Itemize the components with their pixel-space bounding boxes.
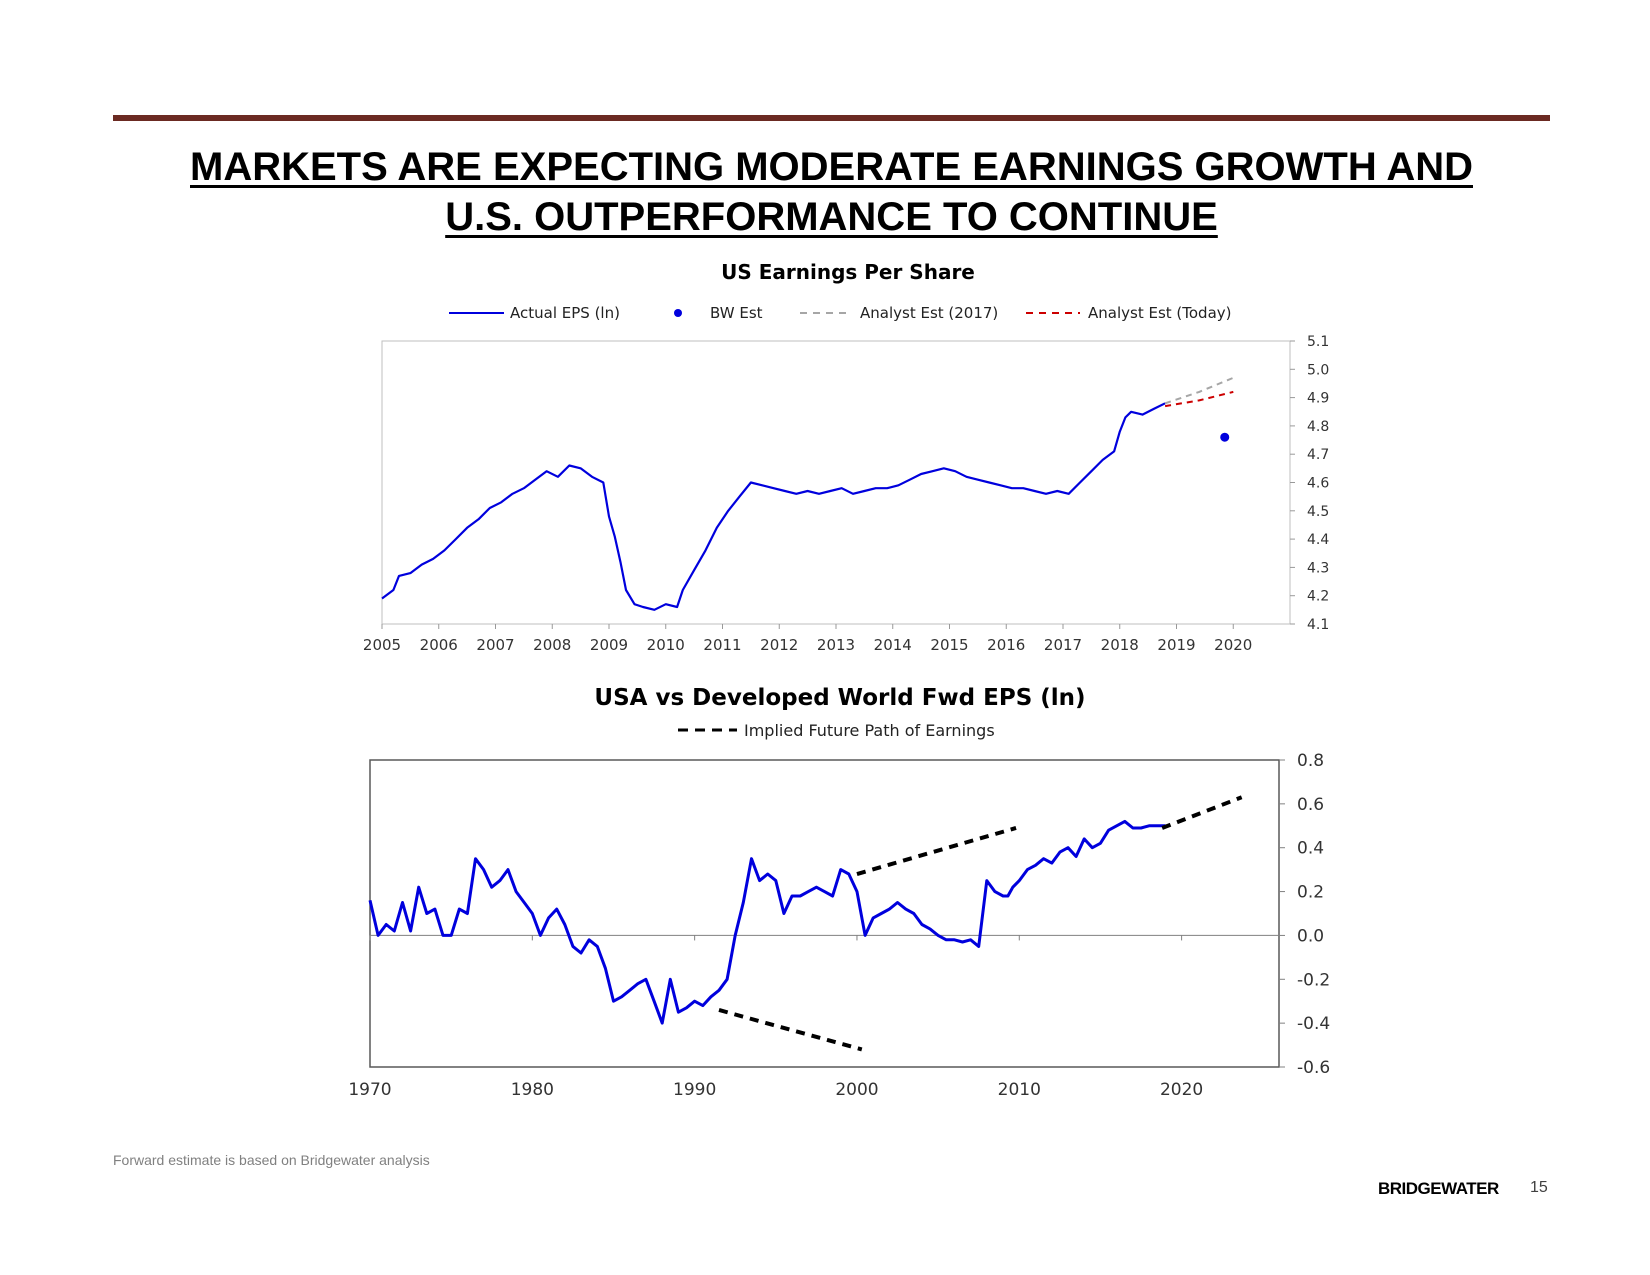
eps-y-tick-label: 4.8 <box>1307 419 1329 435</box>
legend-actual-label: Actual EPS (ln) <box>510 304 620 322</box>
relative-x-tick-label: 2000 <box>835 1080 878 1100</box>
eps-y-tick-label: 4.9 <box>1307 391 1329 407</box>
footnote: Forward estimate is based on Bridgewater… <box>113 1152 430 1168</box>
relative-x-tick-label: 1980 <box>511 1080 554 1100</box>
eps-y-tick-label: 4.2 <box>1307 589 1329 605</box>
relative-y-tick-label: -0.4 <box>1297 1014 1330 1034</box>
eps-x-tick-label: 2006 <box>420 636 458 654</box>
legend-bw-swatch <box>674 309 682 317</box>
page-title-line-2: U.S. OUTPERFORMANCE TO CONTINUE <box>445 195 1218 239</box>
relative-x-tick-label: 1990 <box>673 1080 716 1100</box>
eps-x-tick-label: 2012 <box>760 636 798 654</box>
relative-eps-legend: Implied Future Path of Earnings <box>678 721 995 740</box>
implied-future-path-segment <box>856 826 1017 876</box>
eps-x-tick-label: 2008 <box>533 636 571 654</box>
eps-x-tick-label: 2020 <box>1214 636 1252 654</box>
eps-y-tick-label: 4.3 <box>1307 560 1329 576</box>
eps-x-tick-label: 2007 <box>476 636 514 654</box>
eps-x-tick-label: 2009 <box>590 636 628 654</box>
eps-y-tick-label: 4.6 <box>1307 476 1329 492</box>
relative-y-tick-label: 0.4 <box>1297 839 1324 859</box>
bw-est-point <box>1220 432 1230 442</box>
eps-x-tick-label: 2018 <box>1101 636 1139 654</box>
eps-y-tick-label: 4.4 <box>1307 532 1329 548</box>
analyst-est-today-line <box>1164 390 1234 408</box>
legend-analysttoday-label: Analyst Est (Today) <box>1088 304 1232 322</box>
usa-vs-dev-world-line <box>368 819 1166 1025</box>
eps-x-tick-label: 2016 <box>987 636 1025 654</box>
eps-x-tick-label: 2013 <box>817 636 855 654</box>
relative-x-tick-label: 2020 <box>1160 1080 1203 1100</box>
eps-legend: Actual EPS (ln) BW Est Analyst Est (2017… <box>449 304 1232 322</box>
legend-bw-label: BW Est <box>710 304 763 322</box>
eps-x-tick-label: 2017 <box>1044 636 1082 654</box>
relative-y-tick-label: 0.2 <box>1297 883 1324 903</box>
analyst-est-2017-line <box>1164 376 1234 405</box>
relative-x-tick-label: 2010 <box>998 1080 1041 1100</box>
eps-x-tick-label: 2010 <box>647 636 685 654</box>
eps-x-tick-label: 2011 <box>703 636 741 654</box>
eps-x-tick-label: 2005 <box>363 636 401 654</box>
relative-y-tick-label: -0.2 <box>1297 970 1330 990</box>
implied-future-path-segment <box>1161 795 1243 830</box>
eps-y-tick-label: 5.1 <box>1307 334 1329 350</box>
eps-y-tick-label: 4.7 <box>1307 447 1329 463</box>
legend-implied-label: Implied Future Path of Earnings <box>744 721 995 740</box>
eps-x-tick-label: 2014 <box>874 636 912 654</box>
brand-logo: BRIDGEWATER <box>1378 1179 1499 1198</box>
eps-y-tick-label: 5.0 <box>1307 362 1329 378</box>
relative-eps-plot-area <box>369 759 1280 1068</box>
eps-chart-title: US Earnings Per Share <box>721 260 975 284</box>
eps-chart: US Earnings Per Share Actual EPS (ln) BW… <box>363 260 1329 654</box>
page-title: MARKETS ARE EXPECTING MODERATE EARNINGS … <box>113 142 1550 242</box>
page-title-line-1: MARKETS ARE EXPECTING MODERATE EARNINGS … <box>190 145 1473 189</box>
implied-future-path-segment <box>718 1008 863 1052</box>
relative-x-tick-label: 1970 <box>348 1080 391 1100</box>
header-rule <box>113 115 1550 121</box>
actual-eps-line <box>381 402 1166 611</box>
relative-y-tick-label: 0.6 <box>1297 795 1324 815</box>
relative-y-tick-label: 0.8 <box>1297 751 1324 771</box>
legend-analyst2017-label: Analyst Est (2017) <box>860 304 998 322</box>
page-number: 15 <box>1530 1179 1548 1196</box>
eps-x-tick-label: 2015 <box>930 636 968 654</box>
eps-x-tick-label: 2019 <box>1157 636 1195 654</box>
relative-y-tick-label: -0.6 <box>1297 1058 1330 1078</box>
eps-y-tick-label: 4.1 <box>1307 617 1329 633</box>
relative-y-tick-label: 0.0 <box>1297 926 1324 946</box>
eps-y-tick-label: 4.5 <box>1307 504 1329 520</box>
relative-eps-chart-title: USA vs Developed World Fwd EPS (ln) <box>594 685 1085 711</box>
